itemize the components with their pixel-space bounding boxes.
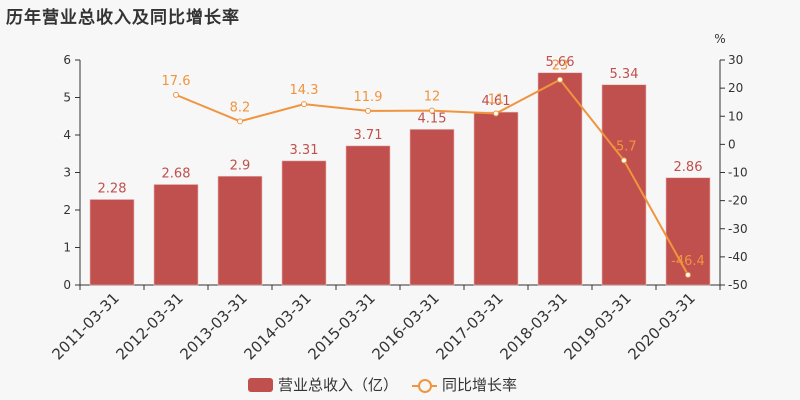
right-axis-tick-label: -20 xyxy=(728,194,748,208)
x-axis-label: 2016-03-31 xyxy=(368,289,442,363)
revenue-bar[interactable] xyxy=(281,160,327,286)
right-axis-tick-label: -50 xyxy=(728,278,748,292)
growth-rate-point[interactable] xyxy=(621,157,627,164)
right-axis-tick-label: 10 xyxy=(728,109,743,123)
revenue-bar[interactable] xyxy=(153,184,199,286)
left-axis-tick-label: 2 xyxy=(63,203,71,217)
legend-label-growth: 同比增长率 xyxy=(442,376,518,394)
revenue-bar[interactable] xyxy=(89,199,135,286)
x-axis-label: 2017-03-31 xyxy=(432,289,506,363)
growth-rate-point[interactable] xyxy=(237,118,243,125)
growth-rate-label: 23 xyxy=(552,59,569,74)
revenue-bar[interactable] xyxy=(537,72,583,286)
revenue-bar-label: 5.66 xyxy=(546,55,575,70)
right-axis-tick-label: -30 xyxy=(728,222,748,236)
x-axis-label: 2013-03-31 xyxy=(176,289,250,363)
legend: 营业总收入（亿） 同比增长率 xyxy=(248,374,531,395)
growth-rate-point[interactable] xyxy=(557,76,563,83)
growth-rate-point[interactable] xyxy=(301,101,307,108)
revenue-bar[interactable] xyxy=(473,111,519,286)
revenue-bar-label: 4.61 xyxy=(482,94,511,109)
growth-rate-label: -5.7 xyxy=(611,139,636,154)
right-axis-tick-label: 0 xyxy=(728,137,736,151)
line-marker-icon xyxy=(412,378,438,393)
x-axis-label: 2019-03-31 xyxy=(560,289,634,363)
growth-rate-label: 11.9 xyxy=(354,90,383,105)
revenue-bar-label: 2.68 xyxy=(162,167,191,182)
revenue-bar[interactable] xyxy=(345,145,391,286)
legend-item-growth[interactable]: 同比增长率 xyxy=(412,374,517,395)
chart-title: 历年营业总收入及同比增长率 xyxy=(6,8,240,28)
right-axis-unit: % xyxy=(714,32,725,46)
left-axis-tick-label: 0 xyxy=(63,278,71,292)
growth-rate-label: 14.3 xyxy=(290,83,319,98)
growth-rate-label: 17.6 xyxy=(162,74,191,89)
growth-rate-point[interactable] xyxy=(429,107,435,114)
right-axis-tick-label: -40 xyxy=(728,250,748,264)
legend-item-revenue[interactable]: 营业总收入（亿） xyxy=(248,374,398,395)
growth-rate-point[interactable] xyxy=(365,107,371,114)
revenue-bar-label: 2.86 xyxy=(674,160,703,175)
right-axis-tick-label: 20 xyxy=(728,81,743,95)
revenue-bar-label: 4.15 xyxy=(418,111,447,126)
growth-rate-label: -46.4 xyxy=(671,254,705,269)
x-axis-label: 2018-03-31 xyxy=(496,289,570,363)
x-axis-label: 2014-03-31 xyxy=(240,289,314,363)
revenue-bar[interactable] xyxy=(665,177,711,286)
left-axis-tick-label: 4 xyxy=(63,128,71,142)
growth-rate-label: 12 xyxy=(424,90,441,105)
legend-label-revenue: 营业总收入（亿） xyxy=(278,376,399,394)
revenue-bar[interactable] xyxy=(217,175,263,286)
right-axis-tick-label: 30 xyxy=(728,53,743,67)
revenue-bar-label: 2.9 xyxy=(230,158,251,173)
bar-swatch-icon xyxy=(248,377,273,392)
growth-rate-label: 8.2 xyxy=(230,100,251,115)
x-axis-label: 2011-03-31 xyxy=(48,289,122,363)
x-axis-label: 2020-03-31 xyxy=(624,289,698,363)
growth-rate-point[interactable] xyxy=(685,271,691,278)
x-axis-label: 2015-03-31 xyxy=(304,289,378,363)
left-axis-tick-label: 6 xyxy=(63,53,71,67)
left-axis-tick-label: 5 xyxy=(63,91,71,105)
revenue-bar-label: 2.28 xyxy=(98,182,127,197)
left-axis-tick-label: 1 xyxy=(63,241,71,255)
left-axis-tick-label: 3 xyxy=(63,166,71,180)
right-axis-tick-label: -10 xyxy=(728,166,748,180)
revenue-bar[interactable] xyxy=(409,129,455,286)
revenue-bar-label: 3.31 xyxy=(290,143,319,158)
revenue-bar-label: 5.34 xyxy=(610,67,639,82)
growth-rate-label: 11 xyxy=(488,92,505,107)
x-axis-label: 2012-03-31 xyxy=(112,289,186,363)
chart-plot: 0123456-50-40-30-20-100102030%2011-03-31… xyxy=(48,32,748,363)
growth-rate-point[interactable] xyxy=(493,110,499,117)
revenue-bar-label: 3.71 xyxy=(354,128,383,143)
growth-rate-point[interactable] xyxy=(173,91,179,98)
revenue-bar[interactable] xyxy=(601,84,647,286)
